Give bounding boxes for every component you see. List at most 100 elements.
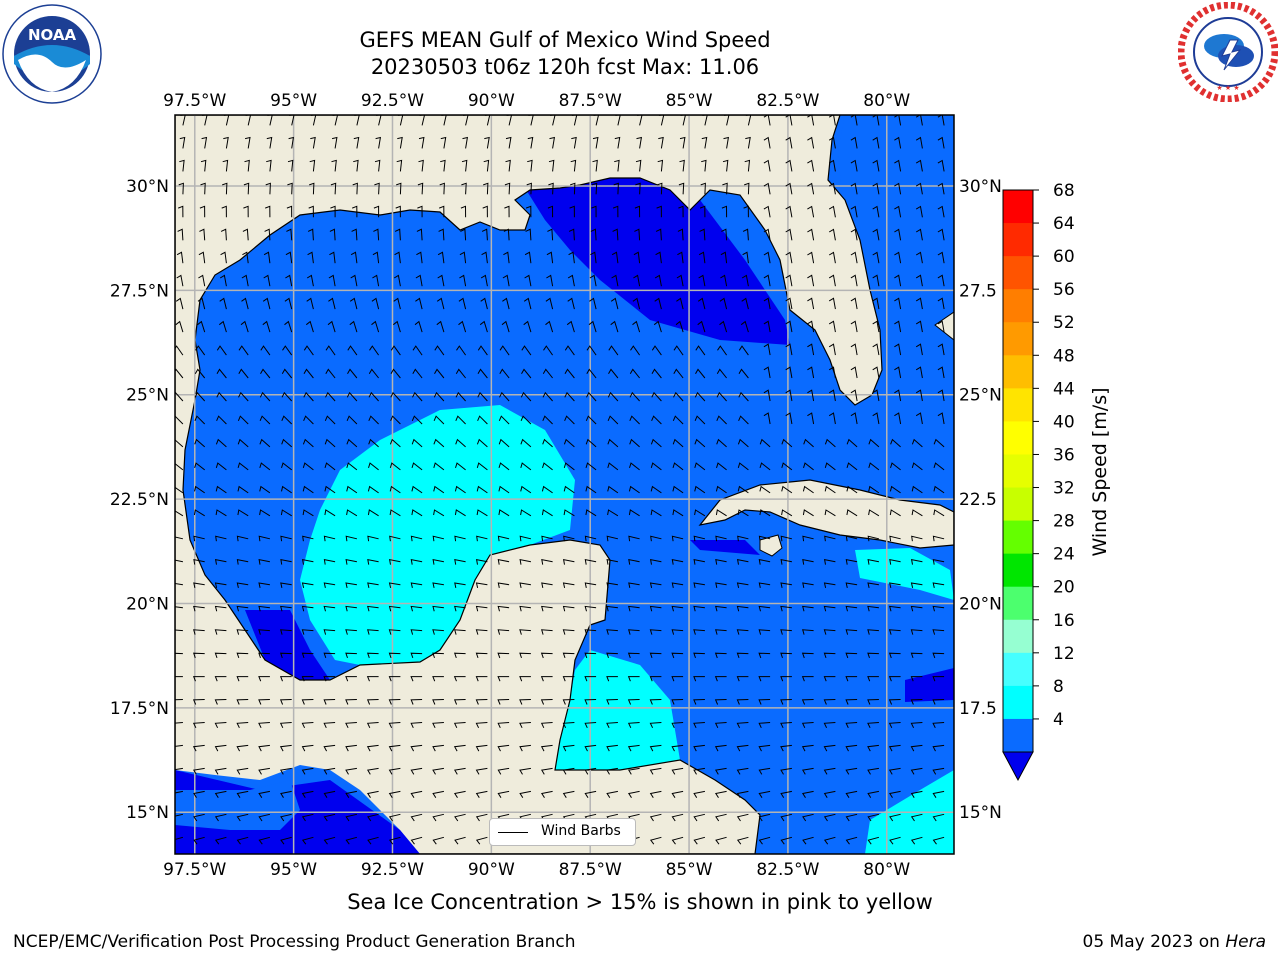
wind-barb [872, 205, 880, 218]
wind-barb [758, 535, 771, 542]
wind-barb [867, 722, 879, 729]
wind-barb [672, 485, 684, 494]
wind-barb [910, 676, 923, 682]
wind-barb [193, 836, 205, 845]
wind-barb [697, 320, 706, 333]
wind-barb [455, 391, 466, 402]
wind-barb [828, 366, 836, 379]
wind-barb [390, 391, 401, 402]
wind-barb [693, 767, 705, 775]
wind-barb [323, 699, 336, 705]
lon-tick-label: 80°W [863, 860, 910, 880]
wind-barb [193, 509, 205, 517]
wind-barb [541, 582, 553, 589]
wind-barb [323, 790, 336, 798]
wind-barb [719, 320, 728, 333]
wind-barb [671, 558, 684, 565]
wind-barb [328, 274, 336, 287]
wind-barb [236, 676, 249, 682]
wind-barb [802, 535, 814, 542]
wind-barb [780, 652, 792, 659]
wind-barb [345, 744, 357, 752]
wind-barb [937, 136, 945, 149]
wind-barb [523, 297, 532, 310]
wind-barb [498, 462, 510, 471]
wind-barb [440, 136, 447, 149]
wind-barb [584, 582, 597, 589]
wind-barb [433, 509, 445, 517]
wind-barb [192, 722, 205, 729]
wind-barb [433, 462, 445, 471]
lon-tick-label: 85°W [666, 91, 713, 111]
footer-credit: NCEP/EMC/Verification Post Processing Pr… [13, 932, 576, 952]
wind-barb [179, 159, 185, 172]
wind-barb [371, 297, 380, 310]
wind-barb [498, 509, 510, 517]
wind-barb [654, 297, 662, 310]
wind-barb [301, 836, 314, 845]
wind-barb [671, 836, 684, 845]
wind-barb [192, 652, 205, 659]
wind-barb [483, 159, 490, 172]
wind-barb [780, 744, 792, 752]
wind-barb [345, 790, 357, 798]
wind-barb [606, 605, 618, 612]
wind-barb [802, 836, 814, 845]
wind-barb [323, 558, 336, 565]
wind-barb [218, 320, 227, 333]
wind-barb [411, 462, 423, 471]
wind-barb [654, 274, 662, 287]
wind-barb [585, 438, 597, 448]
wind-barb [175, 536, 184, 540]
wind-barb [241, 274, 249, 287]
wind-barb [716, 462, 727, 471]
wind-barb [910, 558, 923, 565]
wind-barb [785, 320, 793, 333]
wind-barb [410, 582, 423, 589]
wind-barb [807, 228, 815, 241]
wind-barb [258, 813, 271, 822]
wind-barb [627, 722, 640, 729]
wind-barb [192, 699, 205, 705]
wind-barb [628, 535, 640, 542]
land-mexico-us [175, 115, 883, 854]
wind-barb [872, 136, 880, 149]
wind-barb [872, 366, 880, 379]
wind-barb [693, 629, 705, 635]
wind-barb [736, 744, 749, 752]
wind-barb [758, 744, 771, 752]
lon-tick-label: 92.5°W [361, 91, 424, 111]
lon-tick-label: 80°W [863, 91, 910, 111]
colorbar-tick-label: 16 [1053, 611, 1075, 631]
wind-barb [236, 813, 249, 822]
wind-barb [737, 509, 749, 517]
colorbar-label: Wind Speed [m/s] [1089, 387, 1111, 556]
wind-barb [410, 744, 423, 752]
wind-barb [417, 182, 424, 195]
colorbar-segment [1003, 520, 1033, 555]
wind-barb [460, 228, 467, 241]
wind-barb [461, 182, 467, 195]
wind-barb [388, 582, 401, 589]
wind-barb [780, 676, 792, 682]
wind-barb [633, 251, 641, 264]
wind-barb [501, 320, 510, 333]
land-cuba [698, 479, 954, 549]
wind-barb [679, 159, 685, 172]
wind-barb [323, 836, 336, 845]
wind-barb [758, 767, 771, 775]
wind-barb [715, 535, 727, 542]
wind-barb [763, 228, 771, 241]
wind-barb [715, 629, 727, 635]
wind-barb [347, 345, 358, 356]
lat-ticks-left: 30°N 27.5°N 25°N 22.5°N 20°N 17.5°N 15°N [110, 177, 169, 823]
wind-barb [564, 391, 575, 402]
wind-barb [699, 205, 706, 218]
lat-tick-label: 30°N [959, 177, 1002, 197]
wind-barb [519, 605, 531, 612]
wind-barb [477, 368, 488, 379]
wind-barb [763, 205, 771, 218]
wind-barb [894, 228, 902, 241]
wind-barb [390, 368, 401, 379]
wind-barb [744, 159, 751, 172]
